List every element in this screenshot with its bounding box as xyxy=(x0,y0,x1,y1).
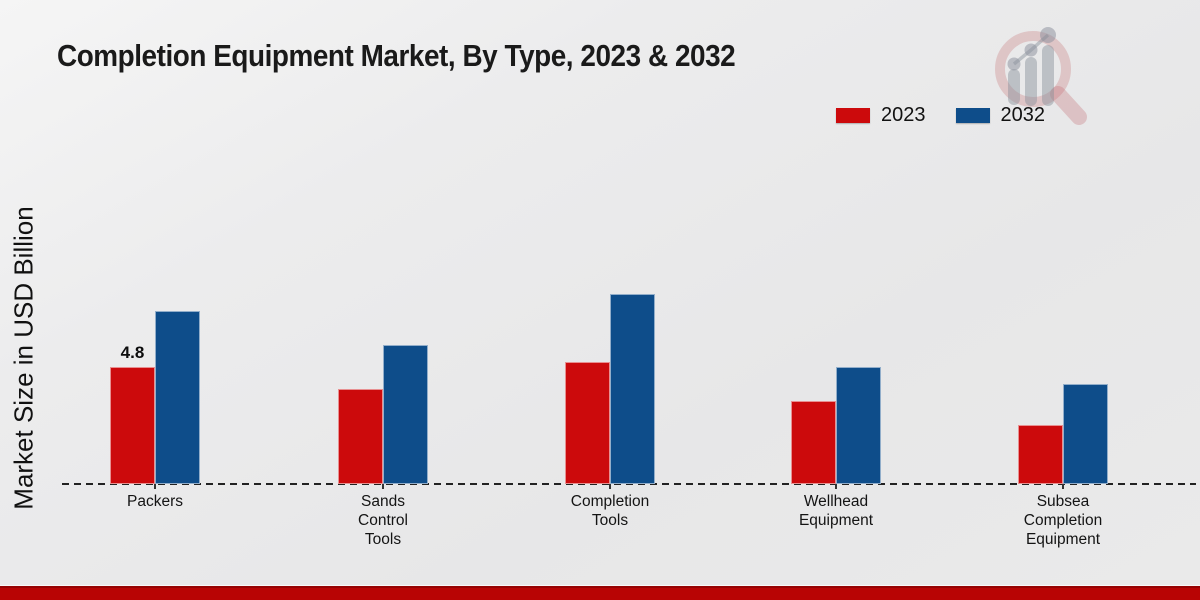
category-label-packers: Packers xyxy=(127,493,183,510)
legend-item-2032: 2032 xyxy=(955,104,1046,127)
bar-2032-packers xyxy=(155,311,200,484)
footer-band xyxy=(0,585,1200,600)
legend-swatch-2023 xyxy=(836,108,870,123)
x-axis-tick xyxy=(609,484,611,489)
category-label-completion-tools: Completion Tools xyxy=(570,493,650,529)
bar-2032-subsea-completion-equipment xyxy=(1063,384,1108,484)
y-axis-label: Market Size in USD Billion xyxy=(8,206,39,510)
growth-bars-icon xyxy=(1008,45,1054,106)
bar-2023-completion-tools xyxy=(565,362,610,484)
x-axis-tick xyxy=(835,484,837,489)
legend-label-2023: 2023 xyxy=(881,104,926,126)
bar-2023-wellhead-equipment xyxy=(791,401,836,484)
category-label-sands-control-tools: Sands Control Tools xyxy=(358,493,408,548)
category-label-subsea-completion-equipment: Subsea Completion Equipment xyxy=(1023,493,1103,548)
legend-item-2023: 2023 xyxy=(836,104,926,127)
magnifier-handle-icon xyxy=(1050,86,1087,125)
magnifier-lens-icon xyxy=(995,31,1071,107)
x-axis-tick xyxy=(154,484,156,489)
x-axis-tick xyxy=(382,484,384,489)
legend-swatch-2032 xyxy=(955,108,990,123)
bar-2023-packers xyxy=(110,367,155,484)
growth-line-icon xyxy=(1007,27,1056,71)
legend-label-2032: 2032 xyxy=(1000,104,1046,126)
bar-2023-subsea-completion-equipment xyxy=(1018,425,1063,484)
legend: 2023 2032 xyxy=(836,104,1045,127)
bar-2032-sands-control-tools xyxy=(383,345,428,484)
magnifier-growth-chart-icon xyxy=(995,27,1087,125)
category-label-wellhead-equipment: Wellhead Equipment xyxy=(798,493,874,529)
chart-title: Completion Equipment Market, By Type, 20… xyxy=(57,38,736,73)
bar-2032-wellhead-equipment xyxy=(836,367,881,484)
bar-2032-completion-tools xyxy=(610,294,655,484)
x-axis-tick xyxy=(1062,484,1064,489)
bar-2023-sands-control-tools xyxy=(338,389,383,484)
data-label-2023-packers: 4.8 xyxy=(120,343,145,362)
x-axis-line xyxy=(62,483,1196,485)
